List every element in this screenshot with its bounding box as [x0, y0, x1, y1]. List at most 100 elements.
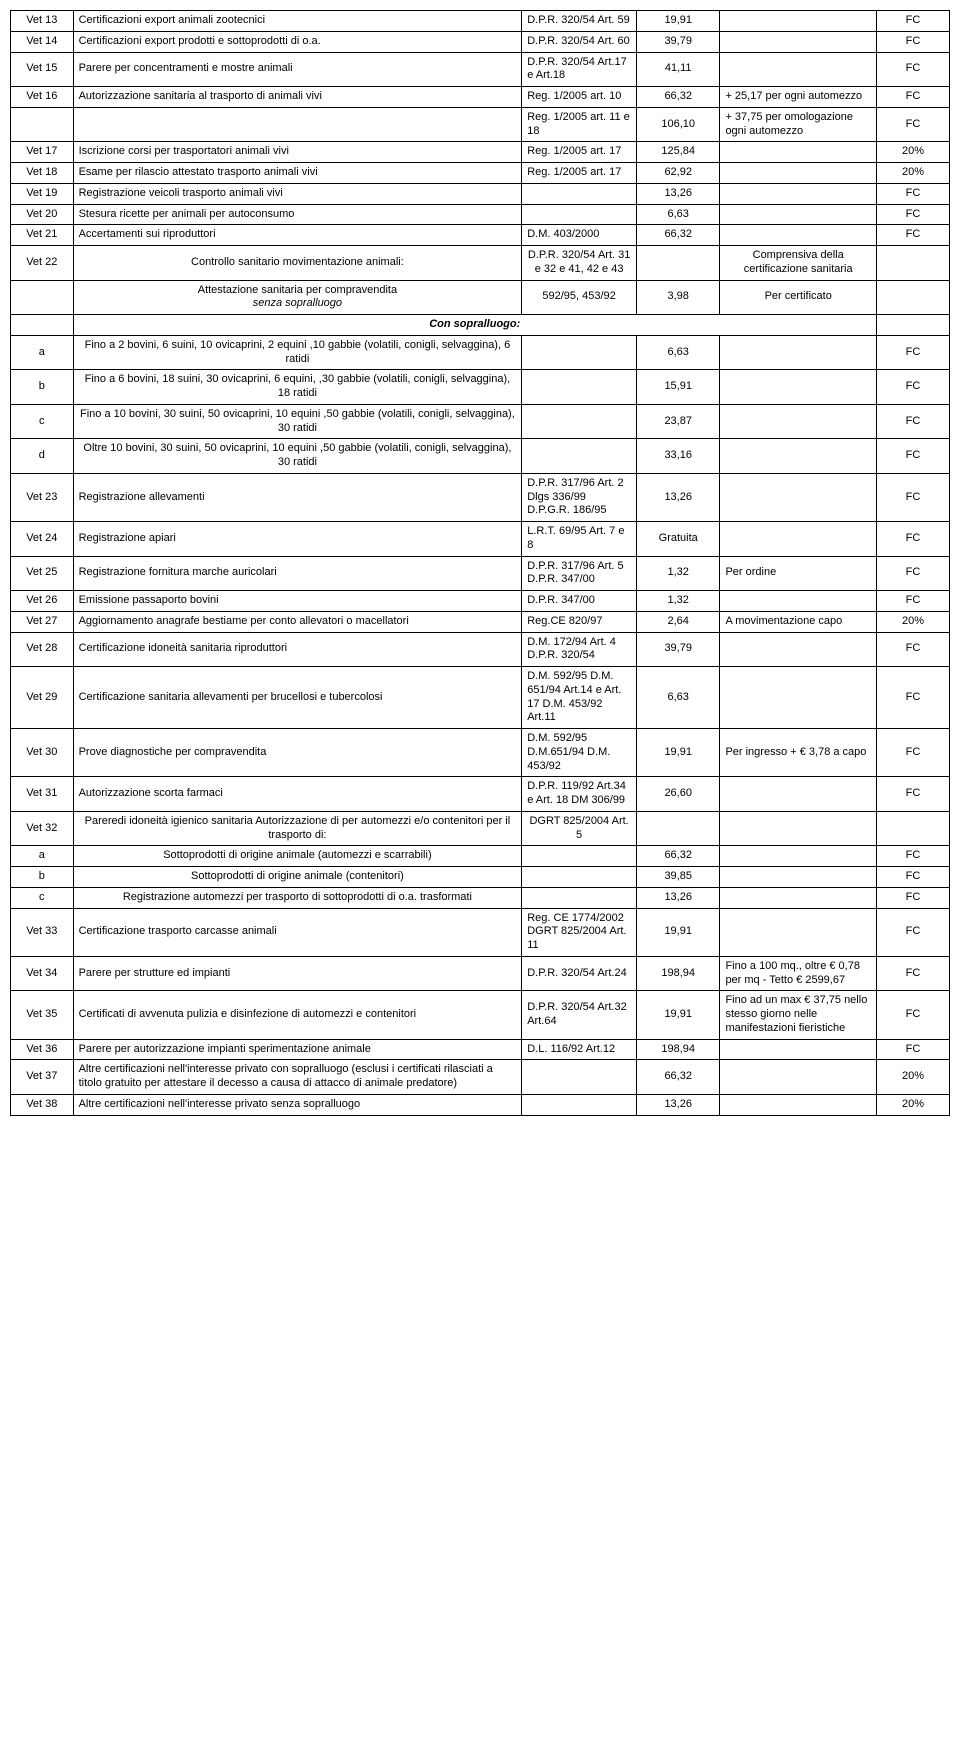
cell-code: Vet 13	[11, 11, 74, 32]
cell-amount: 106,10	[636, 107, 719, 142]
cell-note	[720, 183, 877, 204]
cell-rate: 20%	[876, 1094, 949, 1115]
cell-rate: FC	[876, 522, 949, 557]
cell-description: Certificazione idoneità sanitaria riprod…	[73, 632, 522, 667]
table-row: Attestazione sanitaria per compravendita…	[11, 280, 950, 315]
cell-rate	[876, 246, 949, 281]
cell-rate: FC	[876, 991, 949, 1039]
cell-rate: 20%	[876, 142, 949, 163]
cell-description: Parere per autorizzazione impianti speri…	[73, 1039, 522, 1060]
cell-amount: 19,91	[636, 991, 719, 1039]
cell-amount: 13,26	[636, 1094, 719, 1115]
cell-reference: D.L. 116/92 Art.12	[522, 1039, 637, 1060]
cell-reference: Reg. 1/2005 art. 11 e 18	[522, 107, 637, 142]
cell-amount: 39,79	[636, 632, 719, 667]
cell-description: Aggiornamento anagrafe bestiame per cont…	[73, 611, 522, 632]
cell-description: Parere per concentramenti e mostre anima…	[73, 52, 522, 87]
cell-code: Vet 31	[11, 777, 74, 812]
cell-rate	[876, 811, 949, 846]
cell-code	[11, 280, 74, 315]
cell-reference: D.P.R. 320/54 Art.17 e Art.18	[522, 52, 637, 87]
cell-note	[720, 439, 877, 474]
cell-rate: FC	[876, 846, 949, 867]
table-row: bSottoprodotti di origine animale (conte…	[11, 867, 950, 888]
table-row: Vet 25Registrazione fornitura marche aur…	[11, 556, 950, 591]
table-row: aSottoprodotti di origine animale (autom…	[11, 846, 950, 867]
cell-note	[720, 1060, 877, 1095]
cell-reference: 592/95, 453/92	[522, 280, 637, 315]
table-row: Vet 17Iscrizione corsi per trasportatori…	[11, 142, 950, 163]
cell-rate: FC	[876, 556, 949, 591]
cell-note	[720, 31, 877, 52]
table-row: Vet 26Emissione passaporto boviniD.P.R. …	[11, 591, 950, 612]
cell-description: Emissione passaporto bovini	[73, 591, 522, 612]
cell-note	[720, 204, 877, 225]
cell-note: + 25,17 per ogni automezzo	[720, 87, 877, 108]
table-row: Vet 20Stesura ricette per animali per au…	[11, 204, 950, 225]
cell-amount: 13,26	[636, 887, 719, 908]
cell-description: Certificazioni export prodotti e sottopr…	[73, 31, 522, 52]
cell-rate: FC	[876, 370, 949, 405]
cell-description: Altre certificazioni nell'interesse priv…	[73, 1094, 522, 1115]
cell-code: Vet 22	[11, 246, 74, 281]
cell-code: Vet 19	[11, 183, 74, 204]
cell-reference: D.P.R. 317/96 Art. 2 Dlgs 336/99 D.P.G.R…	[522, 473, 637, 521]
cell-reference	[522, 404, 637, 439]
cell-note	[720, 225, 877, 246]
cell-code: Vet 32	[11, 811, 74, 846]
cell-note: Per ordine	[720, 556, 877, 591]
cell-reference	[522, 439, 637, 474]
cell-description: Fino a 6 bovini, 18 suini, 30 ovicaprini…	[73, 370, 522, 405]
cell-description: Attestazione sanitaria per compravendita…	[73, 280, 522, 315]
cell-reference: D.M. 592/95 D.M. 651/94 Art.14 e Art. 17…	[522, 667, 637, 729]
table-row: Vet 37Altre certificazioni nell'interess…	[11, 1060, 950, 1095]
cell-code: b	[11, 370, 74, 405]
cell-rate: FC	[876, 956, 949, 991]
cell-note	[720, 667, 877, 729]
cell-note	[720, 1094, 877, 1115]
cell-rate: FC	[876, 107, 949, 142]
cell-amount: Gratuita	[636, 522, 719, 557]
table-row: Reg. 1/2005 art. 11 e 18106,10+ 37,75 pe…	[11, 107, 950, 142]
cell-amount: 19,91	[636, 11, 719, 32]
cell-note	[720, 811, 877, 846]
table-row: dOltre 10 bovini, 30 suini, 50 ovicaprin…	[11, 439, 950, 474]
cell-reference: D.P.R. 320/54 Art. 59	[522, 11, 637, 32]
cell-code: Vet 26	[11, 591, 74, 612]
cell-reference: L.R.T. 69/95 Art. 7 e 8	[522, 522, 637, 557]
section-header: Con sopralluogo:	[73, 315, 876, 336]
cell-code: Vet 30	[11, 729, 74, 777]
cell-code: Vet 15	[11, 52, 74, 87]
cell-note	[720, 867, 877, 888]
cell-amount: 6,63	[636, 335, 719, 370]
cell-amount: 66,32	[636, 1060, 719, 1095]
cell-amount: 19,91	[636, 908, 719, 956]
table-row: aFino a 2 bovini, 6 suini, 10 ovicaprini…	[11, 335, 950, 370]
cell-description: Accertamenti sui riproduttori	[73, 225, 522, 246]
cell-amount: 39,79	[636, 31, 719, 52]
cell-description	[73, 107, 522, 142]
cell-rate: FC	[876, 31, 949, 52]
cell-description: Certificazione sanitaria allevamenti per…	[73, 667, 522, 729]
cell-rate: FC	[876, 404, 949, 439]
cell-reference: D.M. 172/94 Art. 4 D.P.R. 320/54	[522, 632, 637, 667]
table-row: Vet 13Certificazioni export animali zoot…	[11, 11, 950, 32]
cell-note	[720, 591, 877, 612]
cell-reference: D.M. 403/2000	[522, 225, 637, 246]
cell-reference: DGRT 825/2004 Art. 5	[522, 811, 637, 846]
cell-reference	[522, 183, 637, 204]
table-row: Vet 14Certificazioni export prodotti e s…	[11, 31, 950, 52]
cell-code: Vet 18	[11, 163, 74, 184]
table-row: Vet 23Registrazione allevamentiD.P.R. 31…	[11, 473, 950, 521]
cell-rate: FC	[876, 729, 949, 777]
cell-rate	[876, 315, 949, 336]
cell-reference: D.P.R. 119/92 Art.34 e Art. 18 DM 306/99	[522, 777, 637, 812]
cell-code: Vet 14	[11, 31, 74, 52]
cell-description: Iscrizione corsi per trasportatori anima…	[73, 142, 522, 163]
cell-code: Vet 17	[11, 142, 74, 163]
cell-description: Registrazione fornitura marche auricolar…	[73, 556, 522, 591]
cell-rate: 20%	[876, 611, 949, 632]
cell-amount: 39,85	[636, 867, 719, 888]
cell-reference	[522, 1060, 637, 1095]
cell-code: Vet 20	[11, 204, 74, 225]
